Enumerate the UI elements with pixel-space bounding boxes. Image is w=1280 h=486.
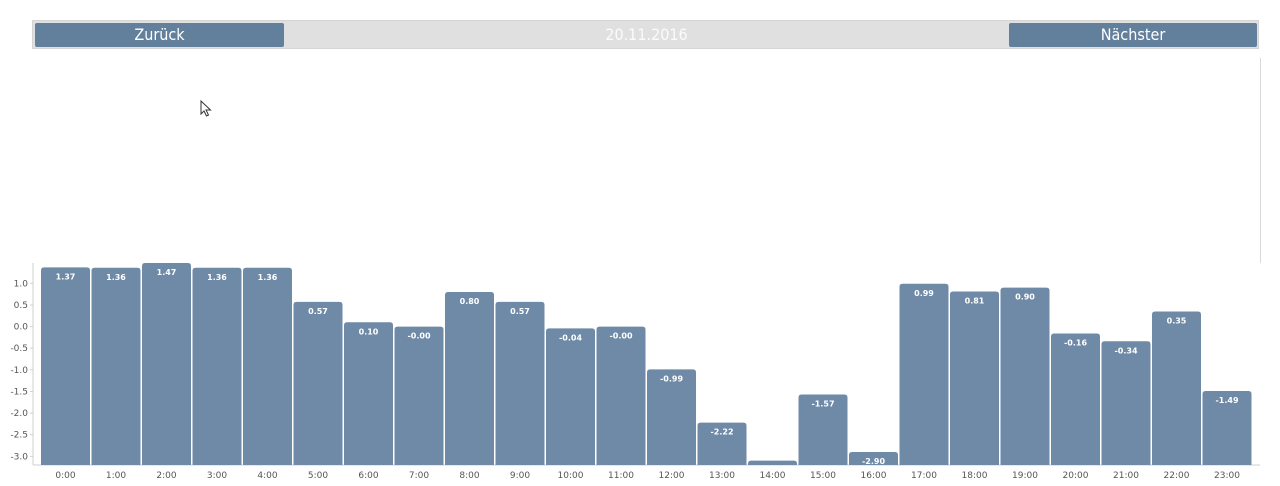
bar-value-label: -1.57	[811, 399, 834, 408]
bar-value-label: 0.35	[1167, 316, 1187, 325]
x-axis-tick-labels: 0:00 1:00 2:00 3:00 4:00 5:00 6:00 7:00 8:00 9:00…	[55, 471, 1240, 481]
date-navigation-bar: Zurück 20.11.2016 Nächster	[32, 20, 1259, 49]
bar-value-label: -2.90	[862, 457, 885, 466]
chart-data-labels: 1.37 1.36 1.47 1.36 1.36 0.57 0.10 -0.00 0.80 0.5…	[56, 268, 1239, 466]
x-tick-label: 17:00	[911, 471, 937, 481]
current-date-label: 20.11.2016	[605, 25, 688, 44]
bar	[445, 291, 494, 465]
x-tick-label: 11:00	[608, 471, 634, 481]
x-tick-label: 22:00	[1164, 471, 1190, 481]
chart-bars	[41, 263, 1252, 465]
bar	[192, 267, 242, 465]
bar	[142, 263, 191, 465]
x-tick-label: 19:00	[1012, 471, 1038, 481]
bar	[394, 326, 444, 465]
bar	[546, 328, 595, 465]
bar-value-label: -0.34	[1114, 346, 1137, 355]
bar-value-label: 1.36	[207, 273, 227, 282]
y-tick-label: -1.0	[10, 366, 28, 376]
y-tick-label: 0.5	[14, 301, 28, 311]
y-axis-tick-labels: 1.0 0.5 0.0 -0.5 -1.0 -1.5 -2.0 -2.5 -3.0	[10, 279, 28, 462]
bar	[899, 283, 949, 465]
bar	[344, 322, 393, 465]
x-tick-label: 4:00	[257, 471, 277, 481]
x-tick-label: 21:00	[1113, 471, 1139, 481]
bar-value-label: 0.57	[510, 307, 530, 316]
bar-value-label: 1.47	[157, 268, 177, 277]
x-tick-label: 0:00	[55, 471, 75, 481]
bar	[1000, 287, 1050, 465]
x-tick-label: 16:00	[861, 471, 887, 481]
bar-value-label: 0.81	[965, 297, 985, 306]
y-tick-label: -3.0	[10, 452, 28, 462]
panel-border-line	[1260, 58, 1261, 263]
y-tick-label: -1.5	[10, 387, 28, 397]
bar-value-label: -0.00	[609, 332, 632, 341]
bar-value-label: -0.04	[559, 333, 582, 342]
y-tick-label: -2.5	[10, 431, 28, 441]
mouse-cursor-icon	[200, 100, 212, 117]
bar	[1051, 333, 1100, 465]
y-tick-label: 0.0	[14, 323, 29, 333]
bar-value-label: -1.49	[1215, 396, 1238, 405]
bar	[1101, 341, 1151, 465]
bar	[91, 267, 141, 465]
x-tick-label: 20:00	[1063, 471, 1089, 481]
x-tick-label: 18:00	[962, 471, 988, 481]
y-tick-label: -2.0	[10, 409, 28, 419]
bar-value-label: 1.36	[106, 273, 126, 282]
bar-value-label: 0.99	[914, 289, 934, 298]
bar	[697, 422, 747, 465]
bar-value-label: 0.10	[359, 327, 379, 336]
bar	[41, 267, 90, 465]
bar	[849, 452, 898, 465]
x-tick-label: 3:00	[207, 471, 227, 481]
bar-value-label: -2.22	[710, 428, 733, 437]
bar	[293, 301, 343, 465]
bar	[748, 460, 797, 465]
x-tick-label: 13:00	[709, 471, 735, 481]
bar	[1202, 391, 1252, 465]
bar	[1152, 311, 1201, 465]
bar-value-label: -0.99	[660, 374, 683, 383]
x-tick-label: 12:00	[659, 471, 685, 481]
bar	[798, 394, 848, 465]
bar	[950, 291, 999, 465]
x-tick-label: 1:00	[106, 471, 126, 481]
x-tick-label: 14:00	[760, 471, 786, 481]
bar-value-label: -0.00	[407, 332, 430, 341]
bar-value-label: 1.37	[56, 272, 76, 281]
x-tick-label: 23:00	[1214, 471, 1240, 481]
bar	[243, 267, 292, 465]
x-tick-label: 7:00	[409, 471, 429, 481]
bar	[596, 326, 646, 465]
bar	[647, 369, 696, 465]
x-tick-label: 6:00	[358, 471, 378, 481]
bar-value-label: 0.80	[460, 297, 480, 306]
bar-value-label: 0.57	[308, 307, 328, 316]
next-day-button[interactable]: Nächster	[1009, 23, 1257, 47]
x-tick-label: 9:00	[510, 471, 530, 481]
bar-value-label: 1.36	[258, 273, 278, 282]
x-tick-label: 15:00	[810, 471, 836, 481]
x-tick-label: 10:00	[558, 471, 584, 481]
x-tick-label: 8:00	[459, 471, 479, 481]
x-tick-label: 5:00	[308, 471, 328, 481]
bar	[495, 301, 545, 465]
bar-value-label: -0.16	[1064, 339, 1087, 348]
bar-value-label: 0.90	[1015, 293, 1035, 302]
previous-day-button[interactable]: Zurück	[35, 23, 284, 47]
y-tick-label: -0.5	[10, 344, 28, 354]
y-tick-label: 1.0	[14, 279, 29, 289]
x-tick-label: 2:00	[156, 471, 176, 481]
